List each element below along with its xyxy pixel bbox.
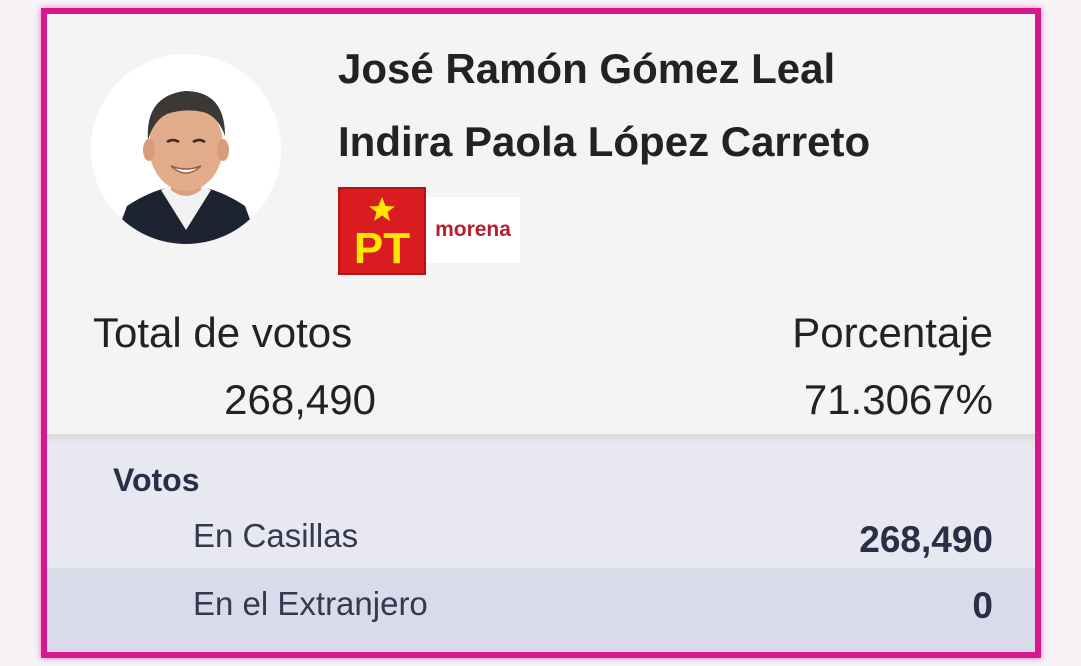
pt-logo-text: PT <box>354 224 410 273</box>
total-votes-label: Total de votos <box>93 309 353 356</box>
total-votes-value: 268,490 <box>224 376 376 423</box>
candidate-name-primary: José Ramón Gómez Leal <box>338 45 836 92</box>
morena-party-logo-icon: morena <box>426 197 520 263</box>
pt-party-logo-icon: PT <box>338 187 426 275</box>
votes-row-extranjero: En el Extranjero 0 <box>47 568 1035 652</box>
votes-row-value: 0 <box>972 585 993 626</box>
votes-section-title: Votos <box>113 462 200 498</box>
votes-row-label: En el Extranjero <box>193 585 428 622</box>
candidate-name-secondary: Indira Paola López Carreto <box>338 118 871 165</box>
percentage-label: Porcentaje <box>792 309 993 356</box>
votes-row-label: En Casillas <box>193 517 359 554</box>
section-divider-shadow <box>47 434 1035 444</box>
morena-logo-text: morena <box>435 218 511 241</box>
candidate-portrait-icon <box>91 54 281 244</box>
candidate-photo-avatar <box>91 54 281 244</box>
votes-breakdown-section: Votos En Casillas 268,490 En el Extranje… <box>47 436 1035 652</box>
candidate-names: José Ramón Gómez Leal Indira Paola López… <box>338 48 870 163</box>
votes-row-value: 268,490 <box>859 519 993 560</box>
votes-row-casillas: En Casillas 268,490 <box>47 496 1035 574</box>
percentage-value: 71.3067% <box>803 376 993 423</box>
candidate-result-card: José Ramón Gómez Leal Indira Paola López… <box>41 8 1041 658</box>
